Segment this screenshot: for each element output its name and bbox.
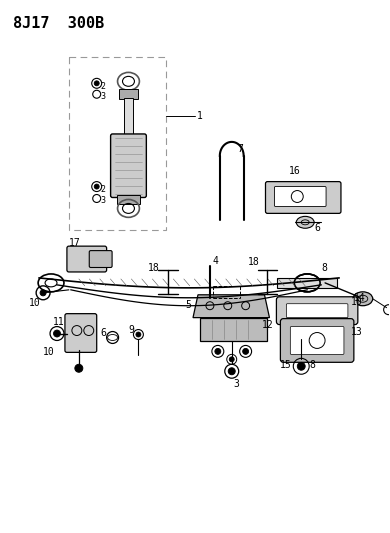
Bar [69, 56, 166, 230]
Text: 2: 2 [101, 82, 106, 91]
Text: 5: 5 [185, 300, 191, 310]
Text: 3: 3 [234, 379, 239, 389]
Circle shape [40, 290, 46, 296]
Text: 18: 18 [148, 263, 160, 273]
FancyBboxPatch shape [65, 313, 97, 352]
Polygon shape [200, 318, 268, 342]
Ellipse shape [353, 292, 373, 306]
Ellipse shape [296, 216, 314, 228]
Circle shape [229, 357, 234, 362]
Circle shape [297, 362, 305, 370]
Text: 6: 6 [314, 223, 320, 233]
Text: 7: 7 [238, 144, 244, 154]
Text: 10: 10 [351, 297, 363, 307]
Text: 18: 18 [248, 257, 259, 267]
Text: 4: 4 [213, 256, 219, 266]
Text: 1: 1 [197, 111, 203, 121]
Text: 15: 15 [279, 360, 291, 370]
Bar [277, 278, 337, 288]
Text: 17: 17 [69, 238, 81, 248]
Text: 10: 10 [29, 298, 41, 308]
Polygon shape [193, 295, 269, 318]
FancyBboxPatch shape [277, 297, 358, 325]
Bar [117, 195, 140, 205]
FancyBboxPatch shape [290, 327, 344, 354]
Text: 11: 11 [53, 317, 65, 327]
Bar [119, 89, 138, 99]
FancyBboxPatch shape [266, 182, 341, 213]
Text: 10: 10 [43, 348, 55, 358]
Text: 8: 8 [321, 263, 327, 273]
Text: 16: 16 [289, 166, 301, 176]
FancyBboxPatch shape [67, 246, 106, 272]
Circle shape [94, 184, 99, 189]
FancyBboxPatch shape [286, 304, 348, 318]
Text: 8: 8 [309, 360, 315, 370]
Text: 9: 9 [128, 325, 134, 335]
Circle shape [215, 349, 221, 354]
Text: 12: 12 [262, 320, 273, 329]
FancyBboxPatch shape [280, 319, 354, 362]
Text: 2: 2 [101, 185, 106, 194]
FancyBboxPatch shape [111, 134, 146, 198]
Circle shape [228, 368, 235, 375]
Text: 3: 3 [101, 92, 106, 101]
Circle shape [136, 332, 141, 337]
Circle shape [53, 330, 60, 337]
Text: 14: 14 [354, 293, 365, 303]
FancyBboxPatch shape [89, 251, 112, 268]
Circle shape [243, 349, 248, 354]
Text: 13: 13 [351, 327, 363, 336]
Text: 8J17  300B: 8J17 300B [13, 16, 105, 31]
Circle shape [75, 364, 83, 372]
FancyBboxPatch shape [275, 187, 326, 206]
Bar [124, 98, 133, 136]
Text: 6: 6 [101, 327, 106, 337]
Circle shape [94, 81, 99, 86]
Text: 3: 3 [101, 196, 106, 205]
